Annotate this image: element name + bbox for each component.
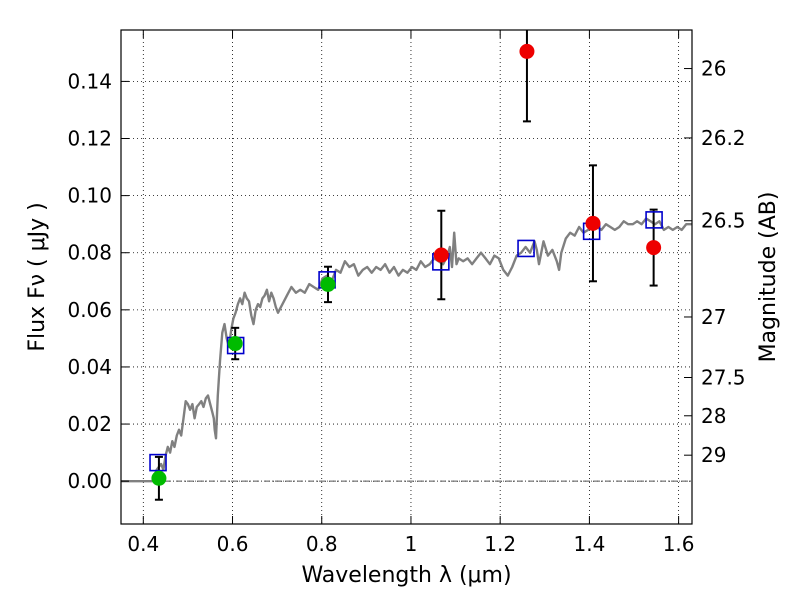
- y-tick-label: 0.08: [67, 241, 112, 265]
- red-photometry-point: [519, 43, 535, 59]
- x-axis-label: Wavelength λ (μm): [301, 563, 511, 588]
- model-flux-square: [149, 453, 167, 472]
- y-axis-ticks: 0.00 0.02 0.04 0.06 0.08 0.10 0.12 0.14: [67, 69, 129, 493]
- x-tick-label: 1.4: [573, 532, 605, 556]
- y-tick-label: 0.10: [67, 184, 112, 208]
- y2-tick-label: 27: [701, 305, 726, 329]
- sed-model-line: [121, 217, 692, 483]
- y2-axis-ticks: 26 26.2 26.5 27 27.5 28 29: [684, 57, 746, 467]
- y-tick-label: 0.04: [67, 355, 112, 379]
- x-tick-label: 0.6: [217, 532, 249, 556]
- x-tick-label: 1.2: [484, 532, 516, 556]
- y-tick-label: 0.06: [67, 298, 112, 322]
- y-axis-label: Flux Fν ( μJy ): [25, 202, 50, 351]
- y-tick-label: 0.00: [67, 469, 112, 493]
- grid-lines: [121, 30, 692, 524]
- y2-tick-label: 27.5: [701, 366, 746, 390]
- clipped-series: [121, 30, 692, 501]
- y2-tick-label: 28: [701, 404, 726, 428]
- x-tick-label: 0.4: [127, 532, 159, 556]
- x-tick-label: 1.6: [663, 532, 695, 556]
- green-photometry-point: [151, 470, 167, 486]
- plot-area: [121, 30, 692, 501]
- y2-tick-label: 29: [701, 443, 726, 467]
- model-flux-square: [517, 239, 535, 258]
- green-photometry-point: [320, 276, 336, 292]
- y2-tick-label: 26.5: [701, 209, 746, 233]
- green-photometry-point: [227, 336, 243, 352]
- x-tick-label: 0.8: [306, 532, 338, 556]
- red-photometry-point: [433, 247, 449, 263]
- y2-tick-label: 26.2: [701, 126, 746, 150]
- x-tick-label: 1: [405, 532, 418, 556]
- x-axis-ticks: 0.4 0.6 0.8 1 1.2 1.4 1.6: [127, 30, 695, 556]
- y-tick-label: 0.02: [67, 412, 112, 436]
- axes-frame: [120, 29, 693, 525]
- model-flux-square: [645, 211, 663, 229]
- y2-axis-label: Magnitude (AB): [756, 192, 781, 363]
- red-photometry-point: [585, 215, 601, 231]
- y2-tick-label: 26: [701, 57, 726, 81]
- red-photometry-point: [646, 240, 662, 256]
- y-tick-label: 0.14: [67, 69, 112, 93]
- y-tick-label: 0.12: [67, 127, 112, 151]
